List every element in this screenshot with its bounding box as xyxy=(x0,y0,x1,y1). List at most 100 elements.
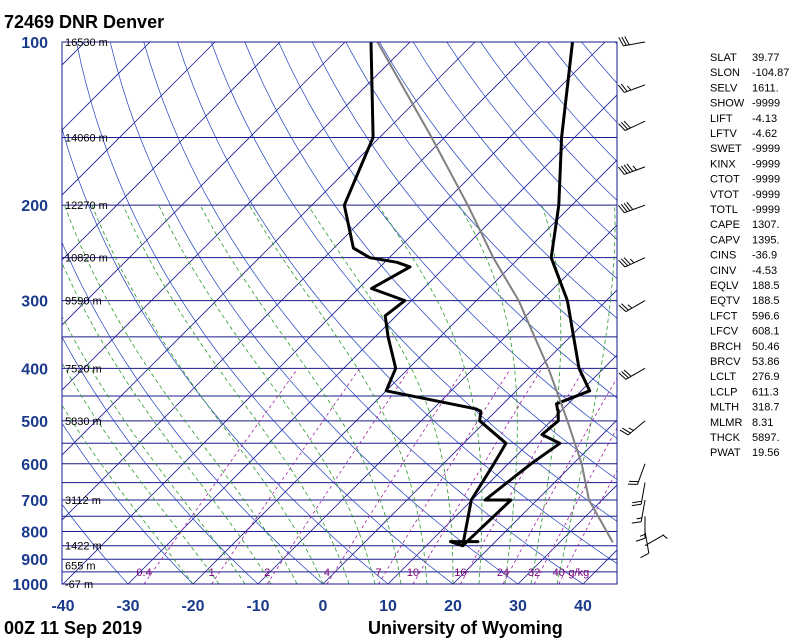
pressure-tick-label: 600 xyxy=(21,457,48,474)
moist-adiabat-line xyxy=(64,205,298,584)
wind-barb-feather xyxy=(631,521,642,524)
height-label: 9590 m xyxy=(65,296,102,308)
wind-barb-half-feather xyxy=(639,533,646,537)
isotherm-line xyxy=(517,484,617,584)
index-name: LFCV xyxy=(710,326,739,338)
wind-barb-feather xyxy=(622,427,631,434)
wind-barb-feather xyxy=(618,123,626,131)
height-label: 14060 m xyxy=(65,132,108,144)
wind-barb xyxy=(640,531,650,559)
wind-barb-feather xyxy=(626,163,634,172)
pressure-tick-label: 800 xyxy=(21,524,48,541)
moist-adiabat-line xyxy=(62,404,194,584)
index-value: -104.87 xyxy=(752,67,789,79)
wind-barb-feather xyxy=(635,537,646,542)
wind-barb xyxy=(619,420,646,436)
isotherm-line xyxy=(62,42,541,521)
mixing-ratio-line xyxy=(326,368,465,584)
index-name: PWAT xyxy=(710,447,741,459)
dry-adiabat-line xyxy=(62,336,259,584)
moist-adiabat-line xyxy=(458,204,518,584)
index-name: CINV xyxy=(710,265,737,277)
isotherm-line xyxy=(127,94,617,584)
index-value: -9999 xyxy=(752,189,780,201)
index-value: -9999 xyxy=(752,174,780,186)
index-name: KINX xyxy=(710,158,736,170)
index-name: BRCV xyxy=(710,356,741,368)
index-name: EQTV xyxy=(710,295,741,307)
moist-adiabat-line xyxy=(556,205,616,584)
wind-barb-shaft xyxy=(624,166,646,175)
isotherm-line xyxy=(452,419,617,584)
mixing-ratio-line xyxy=(412,368,543,584)
temperature-tick-label: -30 xyxy=(116,598,139,615)
wind-barb-feather xyxy=(618,166,625,175)
index-value: 188.5 xyxy=(752,280,780,292)
isotherm-line xyxy=(62,42,606,584)
wind-barb-feather xyxy=(631,503,642,507)
wind-barb-shaft xyxy=(644,531,650,554)
dry-adiabat-line xyxy=(311,42,617,399)
moist-adiabat-line xyxy=(158,205,376,584)
wind-barb-feather xyxy=(623,369,632,377)
moist-adiabat-line xyxy=(199,205,402,584)
wind-barb-half-feather xyxy=(628,427,634,431)
index-name: TOTL xyxy=(710,204,738,216)
index-value: 5897. xyxy=(752,432,780,444)
moist-adiabat-line xyxy=(91,205,324,584)
pressure-tick-label: 900 xyxy=(21,552,48,569)
pressure-tick-label: 200 xyxy=(21,198,48,215)
index-value: 50.46 xyxy=(752,341,780,353)
mixing-ratio-line xyxy=(378,368,512,584)
index-value: -4.62 xyxy=(752,128,777,140)
dry-adiabat-line xyxy=(177,42,617,565)
index-value: -9999 xyxy=(752,98,780,110)
index-name: SLAT xyxy=(710,52,737,64)
wind-barb-feather xyxy=(618,204,625,213)
isotherm-line xyxy=(62,42,411,391)
pressure-tick-label: 500 xyxy=(21,414,48,431)
dry-adiabat-line xyxy=(62,241,324,584)
index-value: 611.3 xyxy=(752,386,779,398)
index-value: 276.9 xyxy=(752,371,780,383)
index-value: 318.7 xyxy=(752,402,780,414)
mixing-ratio-line xyxy=(266,368,411,584)
wind-barb-shaft xyxy=(637,463,646,485)
index-name: CAPE xyxy=(710,219,740,231)
isotherm-line xyxy=(62,42,281,261)
wind-barb-feather xyxy=(618,304,627,312)
index-name: LIFT xyxy=(710,113,733,125)
moist-adiabat-line xyxy=(307,204,454,584)
index-value: 1611. xyxy=(752,82,779,94)
wind-barb-shaft xyxy=(644,534,665,547)
dry-adiabat-line xyxy=(76,42,454,584)
isotherm-line xyxy=(192,159,617,584)
dry-adiabat-line xyxy=(683,42,800,584)
wind-barb-feather xyxy=(632,500,642,504)
height-label: 1422 m xyxy=(65,541,102,553)
height-label: 655 m xyxy=(65,561,96,573)
wind-barbs xyxy=(618,36,668,559)
dry-adiabat-line xyxy=(345,42,617,359)
parcel-profile-line xyxy=(376,42,614,543)
temperature-tick-label: -20 xyxy=(181,598,204,615)
index-name: SLON xyxy=(710,67,740,79)
index-value: -4.53 xyxy=(752,265,777,277)
index-value: 1395. xyxy=(752,234,780,246)
pressure-tick-label: 700 xyxy=(21,493,48,510)
index-value: -9999 xyxy=(752,204,780,216)
height-label: -67 m xyxy=(65,579,93,591)
wind-barb xyxy=(644,534,668,547)
height-label: 16530 m xyxy=(65,37,108,49)
wind-barb-feather xyxy=(624,36,630,46)
moist-adiabat-line xyxy=(377,204,483,584)
wind-barb-shaft xyxy=(627,420,646,436)
index-name: MLMR xyxy=(710,417,742,429)
wind-barb-feather xyxy=(620,83,628,92)
index-value: 19.56 xyxy=(752,447,780,459)
wind-barb-feather xyxy=(620,258,629,267)
index-value: 188.5 xyxy=(752,295,780,307)
height-label: 3112 m xyxy=(65,495,101,507)
wind-barb xyxy=(627,463,646,485)
